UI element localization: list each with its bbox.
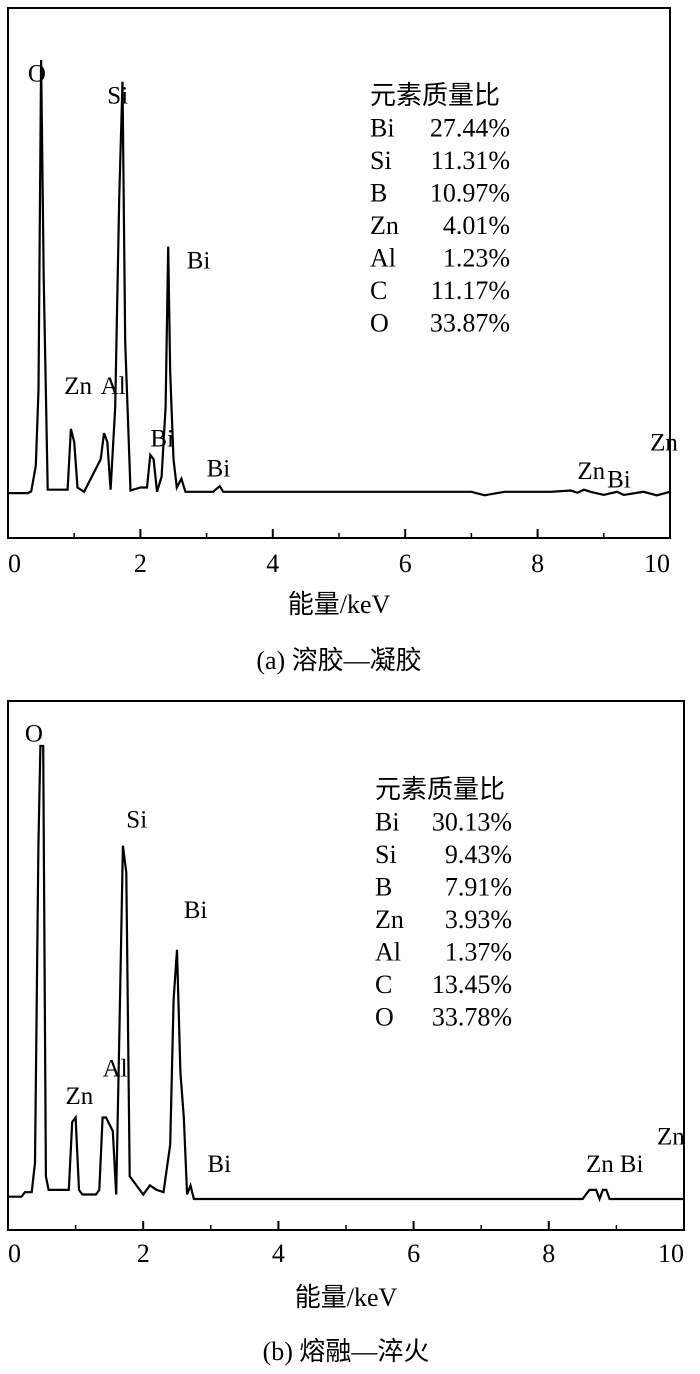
composition-element: O: [370, 309, 389, 338]
composition-value: 33.87%: [430, 309, 510, 338]
composition-value: 9.43%: [445, 840, 512, 869]
composition-element: Zn: [375, 905, 404, 934]
x-axis-label: 能量/keV: [295, 1283, 398, 1312]
x-tick-label: 6: [407, 1239, 420, 1268]
peak-label: O: [28, 61, 46, 88]
peak-label: Bi: [184, 897, 208, 924]
plot-frame-1: [7, 700, 685, 1231]
composition-element: O: [375, 1003, 394, 1032]
x-tick-label: 2: [137, 1239, 150, 1268]
x-tick-label: 10: [644, 549, 670, 578]
composition-value: 7.91%: [445, 873, 512, 902]
composition-heading: 元素质量比: [375, 775, 505, 804]
peak-label: Zn: [65, 1083, 93, 1110]
composition-element: Si: [370, 146, 392, 175]
peak-label: Al: [103, 1056, 128, 1083]
peak-label: Bi: [207, 456, 231, 483]
x-tick-label: 8: [542, 1239, 555, 1268]
peak-label: Al: [101, 373, 126, 400]
composition-heading: 元素质量比: [370, 81, 500, 110]
composition-value: 3.93%: [445, 905, 512, 934]
composition-value: 27.44%: [430, 114, 510, 143]
composition-element: B: [375, 873, 392, 902]
peak-label: Bi: [187, 247, 211, 274]
x-tick-label: 6: [399, 549, 412, 578]
x-axis-label: 能量/keV: [288, 590, 391, 619]
peak-label: Si: [107, 82, 128, 109]
x-tick-label: 0: [8, 549, 21, 578]
composition-element: Si: [375, 840, 397, 869]
peak-label: Bi: [150, 425, 174, 452]
peak-label: Bi: [607, 466, 631, 493]
x-tick-label: 2: [134, 549, 147, 578]
composition-element: Al: [370, 244, 396, 273]
peak-label: Zn: [657, 1124, 685, 1151]
peak-label: Si: [126, 807, 147, 834]
x-tick-label: 0: [8, 1239, 21, 1268]
x-tick-label: 10: [658, 1239, 684, 1268]
composition-element: B: [370, 179, 387, 208]
x-tick-label: 4: [272, 1239, 285, 1268]
peak-label: Zn: [650, 430, 678, 457]
figure-caption: (a) 溶胶—凝胶: [256, 646, 421, 675]
composition-value: 11.31%: [431, 146, 510, 175]
x-tick-label: 4: [266, 549, 279, 578]
peak-label: Bi: [207, 1151, 231, 1178]
composition-value: 13.45%: [432, 970, 512, 999]
composition-value: 33.78%: [432, 1003, 512, 1032]
composition-value: 1.37%: [445, 938, 512, 967]
composition-value: 10.97%: [430, 179, 510, 208]
composition-element: Al: [375, 938, 401, 967]
peak-label: Zn: [64, 373, 92, 400]
composition-element: Bi: [375, 808, 400, 837]
composition-element: C: [370, 276, 387, 305]
composition-value: 1.23%: [443, 244, 510, 273]
peak-label: Zn: [586, 1151, 614, 1178]
eds-spectrum-line: [8, 59, 671, 497]
peak-label: O: [25, 720, 43, 747]
eds-spectrum-line: [8, 744, 684, 1203]
composition-element: Bi: [370, 114, 395, 143]
peak-label: Bi: [620, 1151, 644, 1178]
composition-value: 4.01%: [443, 211, 510, 240]
composition-element: Zn: [370, 211, 399, 240]
figure-caption: (b) 熔融—淬火: [263, 1337, 430, 1366]
composition-element: C: [375, 970, 392, 999]
composition-value: 11.17%: [431, 276, 510, 305]
x-tick-label: 8: [531, 549, 544, 578]
peak-label: Zn: [577, 458, 605, 485]
composition-value: 30.13%: [432, 808, 512, 837]
